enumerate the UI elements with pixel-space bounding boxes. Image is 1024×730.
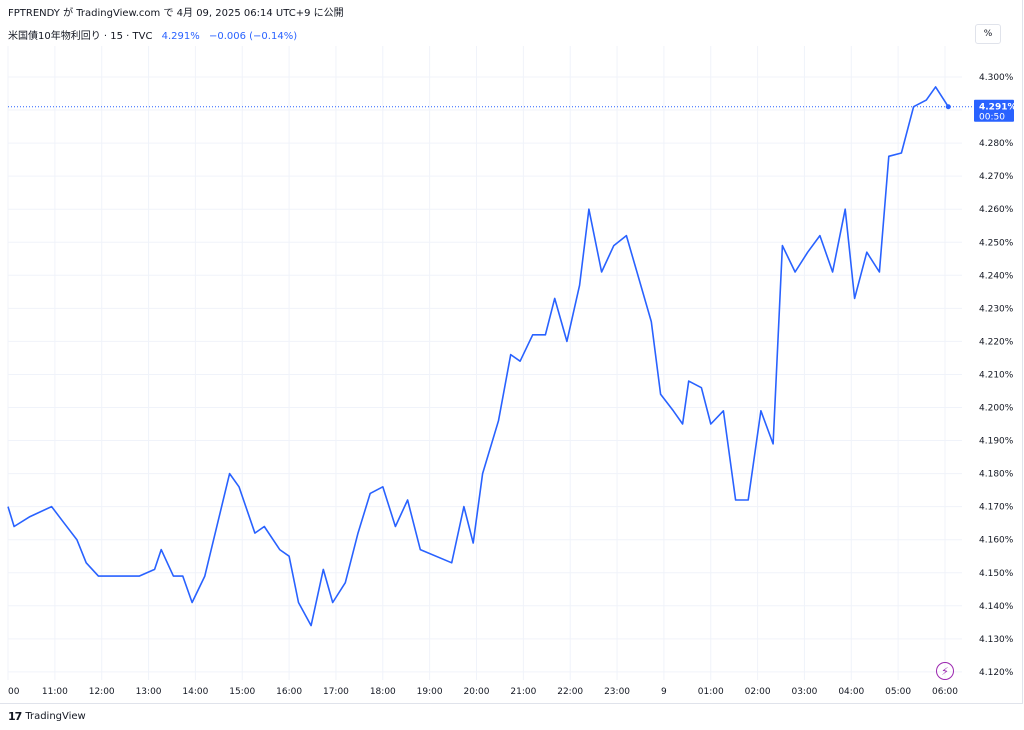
y-tick-label: 4.200% <box>979 404 1014 414</box>
y-tick-label: 4.280% <box>979 139 1014 149</box>
y-tick-label: 4.300% <box>979 73 1014 83</box>
publish-info: FPTRENDY が TradingView.com で 4月 09, 2025… <box>8 8 344 19</box>
x-tick-label: 18:00 <box>370 687 396 697</box>
x-tick-label: 9 <box>661 687 667 697</box>
y-tick-label: 4.160% <box>979 536 1014 546</box>
last-price-value: 4.291% <box>979 103 1017 113</box>
x-tick-label: 13:00 <box>136 687 162 697</box>
x-tick-label: 14:00 <box>182 687 208 697</box>
x-tick-label: 02:00 <box>745 687 771 697</box>
symbol-name[interactable]: 米国債10年物利回り · 15 · TVC <box>8 31 153 42</box>
tradingview-logo-icon: 17 <box>8 710 22 723</box>
x-axis: 00 11:00 12:00 13:00 14:00 15:00 16:00 17:00 18:… <box>8 687 958 697</box>
y-tick-label: 4.190% <box>979 437 1014 447</box>
x-tick-label: 11:00 <box>42 687 68 697</box>
y-axis: 4.120% 4.130% 4.140% 4.150% 4.160% 4.170% 4.18… <box>979 73 1014 678</box>
x-tick-label: 00 <box>8 687 20 697</box>
x-tick-label: 17:00 <box>323 687 349 697</box>
y-tick-label: 4.120% <box>979 668 1014 678</box>
x-tick-label: 19:00 <box>417 687 443 697</box>
y-tick-label: 4.180% <box>979 470 1014 480</box>
x-tick-label: 22:00 <box>557 687 583 697</box>
x-tick-label: 23:00 <box>604 687 630 697</box>
x-tick-label: 20:00 <box>464 687 490 697</box>
last-price-dot <box>945 104 951 110</box>
y-tick-label: 4.260% <box>979 205 1014 215</box>
series-line <box>7 86 949 627</box>
last-price-label: 4.291% 00:50 <box>974 99 1017 123</box>
y-tick-label: 4.250% <box>979 238 1014 248</box>
y-tick-label: 4.130% <box>979 635 1014 645</box>
y-tick-label: 4.230% <box>979 304 1014 314</box>
x-tick-label: 05:00 <box>885 687 911 697</box>
y-tick-label: 4.220% <box>979 337 1014 347</box>
grid <box>7 46 962 680</box>
symbol-value: 4.291% <box>161 31 200 42</box>
y-tick-label: 4.170% <box>979 503 1014 513</box>
y-tick-label: 4.210% <box>979 370 1014 380</box>
symbol-legend: 米国債10年物利回り · 15 · TVC 4.291% −0.006 (−0.… <box>8 27 297 42</box>
lightning-icon[interactable]: ⚡ <box>936 662 954 680</box>
y-tick-label: 4.270% <box>979 172 1014 182</box>
x-tick-label: 21:00 <box>510 687 536 697</box>
x-tick-label: 15:00 <box>229 687 255 697</box>
x-tick-label: 16:00 <box>276 687 302 697</box>
y-tick-label: 4.150% <box>979 569 1014 579</box>
brand-name: TradingView <box>25 711 86 722</box>
percent-scale-button[interactable]: % <box>975 24 1001 44</box>
footer-brand: 17 TradingView <box>8 710 86 723</box>
x-tick-label: 06:00 <box>932 687 958 697</box>
chart-frame <box>0 0 1023 704</box>
last-price-countdown: 00:50 <box>979 113 1005 123</box>
x-tick-label: 12:00 <box>89 687 115 697</box>
x-tick-label: 01:00 <box>698 687 724 697</box>
price-chart[interactable]: 4.120% 4.130% 4.140% 4.150% 4.160% 4.170% 4.18… <box>0 0 1024 704</box>
y-tick-label: 4.240% <box>979 271 1014 281</box>
y-tick-label: 4.140% <box>979 602 1014 612</box>
symbol-change: −0.006 (−0.14%) <box>208 31 298 42</box>
x-tick-label: 03:00 <box>791 687 817 697</box>
x-tick-label: 04:00 <box>838 687 864 697</box>
